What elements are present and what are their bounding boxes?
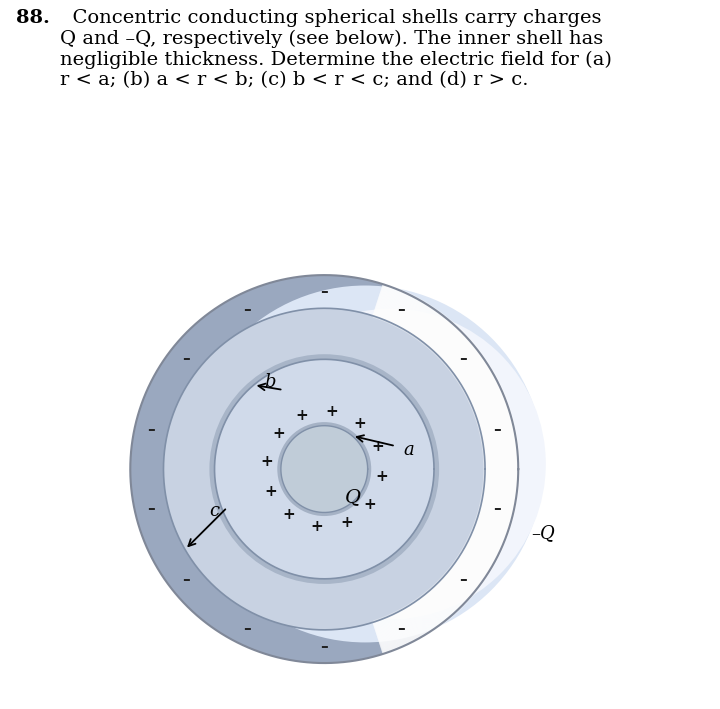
Circle shape (281, 425, 368, 513)
Text: –: – (181, 351, 189, 366)
Text: +: + (372, 440, 384, 454)
Text: +: + (272, 426, 285, 442)
Circle shape (235, 309, 546, 619)
Text: +: + (375, 469, 388, 484)
Text: –: – (243, 621, 251, 637)
Text: –: – (397, 621, 405, 637)
Text: –: – (181, 572, 189, 587)
Text: +: + (353, 415, 366, 431)
Text: Concentric conducting spherical shells carry charges
Q and –Q, respectively (see: Concentric conducting spherical shells c… (60, 9, 611, 89)
Text: 88.: 88. (16, 9, 50, 26)
Text: c: c (210, 502, 220, 520)
Text: b: b (264, 374, 276, 391)
Circle shape (186, 286, 544, 642)
Text: +: + (261, 454, 274, 469)
Text: a: a (403, 441, 414, 459)
Text: +: + (340, 515, 353, 530)
Text: –: – (148, 422, 156, 437)
Text: +: + (364, 497, 377, 512)
Circle shape (163, 308, 485, 630)
Circle shape (130, 275, 518, 663)
Circle shape (277, 422, 372, 516)
Text: Q: Q (344, 489, 360, 506)
Circle shape (210, 354, 439, 584)
Text: +: + (310, 519, 323, 534)
Text: –: – (459, 351, 467, 366)
Circle shape (163, 308, 485, 630)
Text: –: – (243, 302, 251, 317)
Text: +: + (283, 508, 295, 523)
Text: +: + (296, 408, 309, 423)
Circle shape (215, 359, 434, 579)
Text: –: – (493, 501, 501, 516)
Text: –: – (320, 284, 328, 299)
Text: –: – (459, 572, 467, 587)
Text: –Q: –Q (531, 524, 555, 542)
Text: +: + (325, 404, 338, 420)
Text: –: – (320, 639, 328, 654)
Text: –: – (148, 501, 156, 516)
Text: –: – (397, 302, 405, 317)
Text: +: + (264, 484, 277, 498)
Text: –: – (493, 422, 501, 437)
